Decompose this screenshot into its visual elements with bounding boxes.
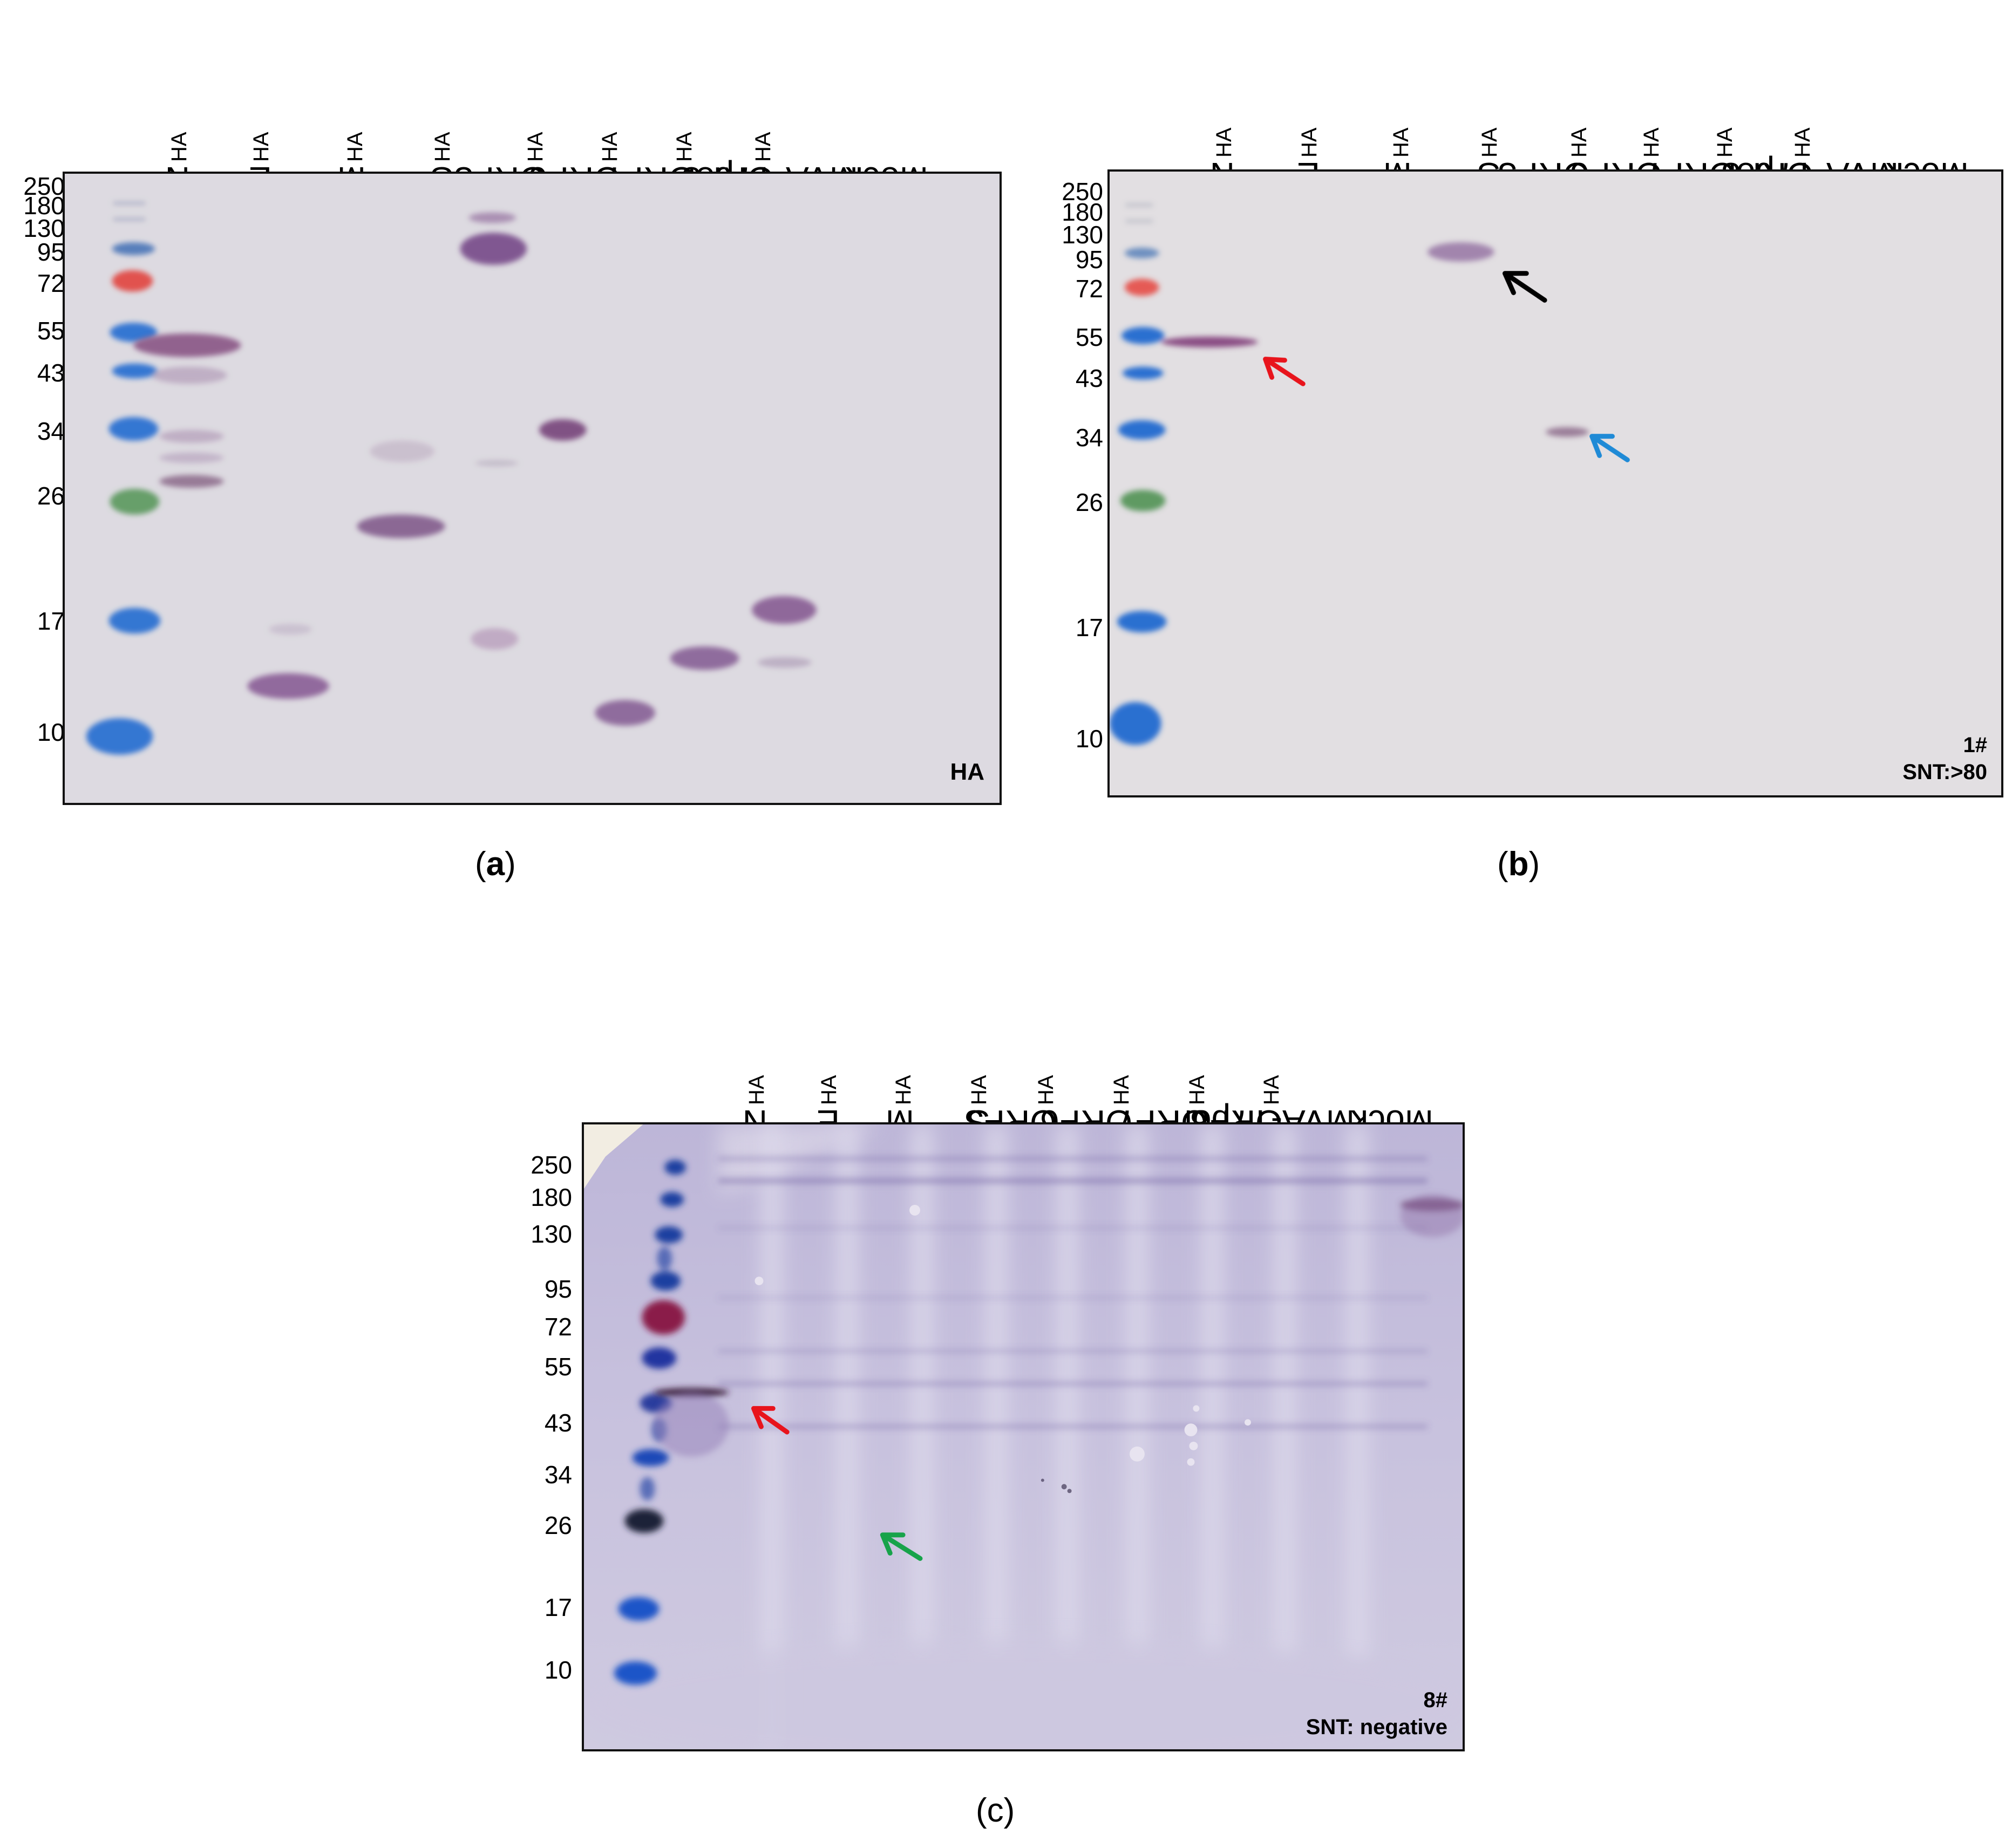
blue-arrow-icon: [1589, 434, 1630, 462]
green-arrow-icon: [880, 1532, 923, 1561]
mw-marker: 95: [1075, 246, 1103, 274]
serum-label-c: 8# SNT: negative: [1306, 1687, 1447, 1741]
blot-drawing: [1110, 172, 2001, 795]
blot-image-b: 1# SNT:>80: [1107, 169, 2003, 797]
mw-marker: 95: [37, 238, 65, 266]
mw-marker: 26: [1075, 488, 1103, 516]
mw-marker: 34: [544, 1461, 572, 1489]
mw-marker: 34: [37, 417, 65, 445]
mw-marker: 130: [23, 214, 65, 242]
panel-caption-b: (b): [1497, 845, 1540, 883]
mw-marker: 130: [1062, 221, 1103, 249]
black-arrow-icon: [1502, 271, 1547, 303]
red-arrow-icon: [1263, 357, 1306, 386]
mw-marker: 180: [23, 192, 65, 220]
antibody-label-a: HA: [950, 759, 984, 785]
blot-drawing: [584, 1124, 1463, 1749]
mw-marker: 17: [1075, 613, 1103, 642]
arrow-icons: [751, 1406, 923, 1561]
mw-marker: 10: [37, 718, 65, 746]
mw-marker: 10: [1075, 725, 1103, 753]
mw-marker: 34: [1075, 424, 1103, 452]
mw-marker: 130: [531, 1220, 572, 1248]
mw-marker: 43: [37, 359, 65, 387]
blot-drawing: [65, 174, 1000, 803]
mw-marker: 250: [531, 1151, 572, 1179]
mw-marker: 72: [37, 269, 65, 297]
snt-value: SNT: negative: [1306, 1715, 1447, 1739]
blot-image-a: HA: [63, 172, 1002, 805]
mw-marker: 180: [1062, 198, 1103, 226]
mw-marker: 26: [37, 482, 65, 510]
red-arrow-icon: [751, 1406, 790, 1435]
mw-marker: 72: [1075, 275, 1103, 303]
mw-marker: 26: [544, 1511, 572, 1539]
mw-marker: 95: [544, 1275, 572, 1303]
panel-caption-c: (c): [976, 1792, 1015, 1829]
mw-marker: 250: [1062, 178, 1103, 206]
snt-value: SNT:>80: [1902, 760, 1987, 784]
mw-marker: 180: [531, 1183, 572, 1211]
mw-marker: 43: [1075, 364, 1103, 392]
panel-caption-a: (a): [475, 845, 516, 883]
serum-id: 8#: [1423, 1688, 1448, 1712]
mw-marker: 250: [23, 172, 65, 200]
mw-marker: 17: [37, 607, 65, 635]
mw-marker: 17: [544, 1593, 572, 1621]
mw-marker: 43: [544, 1409, 572, 1437]
mw-marker: 55: [37, 317, 65, 345]
mw-marker: 55: [544, 1353, 572, 1381]
serum-id: 1#: [1963, 733, 1988, 757]
arrow-icons: [1263, 271, 1630, 462]
mw-marker: 72: [544, 1313, 572, 1341]
mw-marker: 10: [544, 1656, 572, 1684]
mw-marker: 55: [1075, 323, 1103, 351]
serum-label-b: 1# SNT:>80: [1902, 732, 1987, 786]
blot-image-c: 8# SNT: negative: [582, 1122, 1465, 1751]
